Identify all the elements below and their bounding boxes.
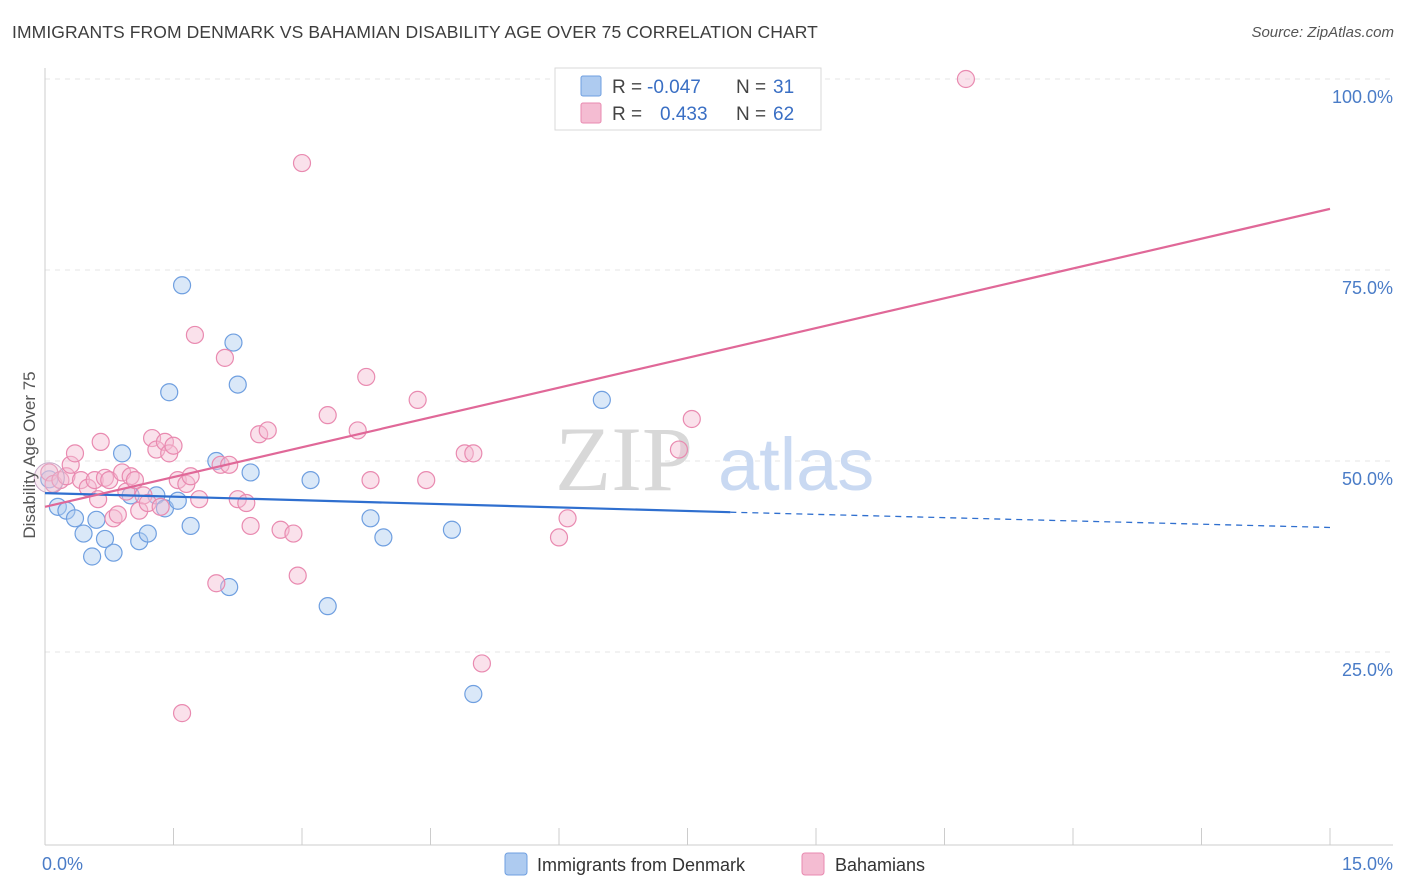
point-denmark	[224, 333, 243, 352]
point-bahamians	[292, 153, 312, 173]
legend-swatch-bahamians	[580, 102, 602, 124]
point-bahamians	[164, 436, 183, 455]
point-denmark	[95, 529, 115, 549]
point-denmark	[112, 444, 132, 463]
watermark-atlas: atlas	[718, 423, 874, 506]
point-bahamians	[361, 471, 380, 490]
chart-title: IMMIGRANTS FROM DENMARK VS BAHAMIAN DISA…	[12, 22, 818, 42]
point-denmark	[228, 375, 247, 394]
point-denmark	[83, 547, 102, 566]
top-legend: R = -0.047 N = 31 R = 0.433 N = 62	[554, 67, 822, 131]
point-bahamians	[185, 325, 205, 345]
point-bahamians	[682, 409, 701, 429]
point-bahamians	[65, 444, 85, 463]
legend-swatch-denmark	[580, 75, 602, 97]
bottom-legend: Immigrants from Denmark Bahamians	[504, 852, 925, 876]
point-denmark	[160, 383, 179, 402]
legend-n-value: 31	[773, 77, 794, 98]
point-bahamians	[417, 471, 436, 490]
point-denmark	[374, 528, 393, 547]
trend-line-denmark-dashed	[730, 511, 1331, 529]
point-bahamians	[215, 348, 234, 367]
point-denmark	[87, 510, 106, 529]
legend-n-value: 62	[773, 104, 794, 125]
point-denmark	[361, 509, 380, 528]
point-bahamians	[91, 432, 110, 451]
y-tick-label: 100.0%	[1332, 87, 1393, 107]
point-bahamians	[357, 367, 376, 387]
point-bahamians	[250, 425, 269, 444]
point-bahamians	[57, 467, 76, 486]
bottom-legend-swatch-bahamians	[801, 852, 825, 876]
point-bahamians	[155, 432, 175, 451]
y-tick-label: 75.0%	[1342, 278, 1393, 298]
point-denmark	[168, 491, 187, 510]
point-bahamians	[464, 444, 483, 463]
legend-n-label: N =	[736, 77, 766, 98]
watermark-zip: ZIP	[555, 408, 693, 510]
point-bahamians	[558, 509, 577, 528]
legend-n-label: N =	[736, 104, 766, 125]
bottom-legend-label-bahamians: Bahamians	[835, 855, 925, 875]
x-tick-label: 0.0%	[42, 854, 83, 874]
chart-source: Source: ZipAtlas.com	[1251, 24, 1394, 41]
point-bahamians	[108, 505, 127, 524]
point-denmark	[181, 516, 200, 536]
point-bahamians	[181, 467, 200, 486]
point-bahamians	[549, 528, 569, 547]
point-denmark	[74, 524, 93, 543]
point-denmark	[301, 471, 320, 490]
point-bahamians	[241, 516, 260, 536]
point-bahamians	[408, 390, 427, 409]
tick-labels: 25.0% 50.0% 75.0% 100.0% 0.0% 15.0%	[42, 87, 1393, 874]
trend-line-denmark	[44, 491, 731, 514]
axes	[44, 68, 1393, 846]
data-points	[33, 69, 976, 723]
point-bahamians	[190, 490, 209, 509]
y-tick-label: 25.0%	[1342, 660, 1393, 680]
point-bahamians	[318, 406, 337, 425]
point-denmark	[172, 276, 192, 295]
grid	[45, 78, 1393, 653]
legend-r-label: R =	[612, 104, 642, 125]
point-denmark	[138, 524, 157, 543]
point-bahamians	[61, 455, 80, 474]
point-denmark	[464, 684, 483, 704]
point-bahamians	[237, 493, 256, 513]
point-bahamians	[172, 704, 192, 723]
legend-r-label: R =	[612, 77, 642, 98]
point-bahamians	[284, 524, 303, 543]
point-bahamians	[71, 471, 91, 490]
point-denmark	[442, 520, 462, 539]
point-bahamians	[956, 69, 976, 89]
point-bahamians	[288, 566, 307, 585]
point-bahamians	[151, 497, 170, 516]
x-tick-label: 15.0%	[1342, 854, 1393, 874]
point-bahamians	[669, 440, 689, 459]
y-axis-label: Disability Age Over 75	[20, 371, 39, 538]
point-denmark	[241, 463, 260, 482]
point-bahamians	[207, 574, 226, 593]
legend-r-value: -0.047	[647, 77, 701, 98]
y-tick-label: 50.0%	[1342, 469, 1393, 489]
bottom-legend-swatch-denmark	[504, 852, 528, 876]
point-bahamians	[258, 421, 277, 440]
legend-r-value: 0.433	[660, 104, 708, 125]
point-denmark	[592, 390, 611, 409]
trend-lines	[44, 207, 1331, 529]
bottom-legend-label-denmark: Immigrants from Denmark	[537, 855, 746, 875]
point-bahamians	[472, 654, 491, 673]
point-denmark	[65, 509, 85, 528]
point-denmark	[104, 543, 123, 562]
point-denmark	[318, 597, 337, 616]
trend-line-bahamians	[44, 207, 1331, 508]
